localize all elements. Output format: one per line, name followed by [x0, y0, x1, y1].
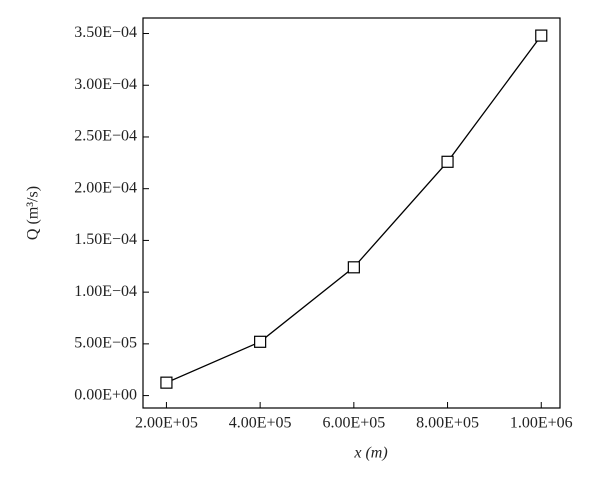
plot-frame: [142, 17, 561, 409]
x-tick-label: 1.00E+06: [510, 415, 573, 432]
y-tick-label: 3.50E−04: [74, 24, 137, 41]
series-line: [166, 35, 542, 384]
y-tick-label: 3.00E−04: [74, 76, 137, 93]
point-marker: [535, 29, 548, 42]
y-tick-label: 5.00E−05: [74, 335, 137, 352]
x-tick-label: 6.00E+05: [322, 415, 385, 432]
x-tick-label: 4.00E+05: [229, 415, 292, 432]
x-axis-label: x (m): [353, 445, 387, 462]
point-marker: [441, 155, 454, 168]
y-axis-label: Q (m³/s): [25, 186, 42, 240]
y-tick-label: 2.00E−04: [74, 179, 137, 196]
x-tick-label: 2.00E+05: [135, 415, 198, 432]
y-tick-label: 0.00E+00: [74, 386, 137, 403]
x-tick-label: 8.00E+05: [416, 415, 479, 432]
point-marker: [254, 335, 267, 348]
y-tick-label: 1.50E−04: [74, 231, 137, 248]
y-tick-label: 1.00E−04: [74, 283, 137, 300]
point-marker: [160, 376, 173, 389]
y-tick-label: 2.50E−04: [74, 128, 137, 145]
point-marker: [347, 261, 360, 274]
